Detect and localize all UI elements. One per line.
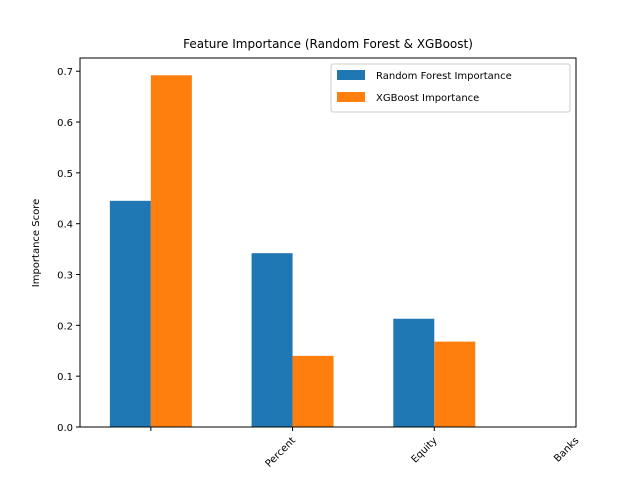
y-tick-label: 0.4 [57, 220, 73, 231]
bar-xgboost-1 [292, 355, 334, 427]
bar-random-forest-1 [251, 253, 293, 427]
plot-frame [79, 57, 577, 428]
legend: Random Forest Importance XGBoost Importan… [330, 63, 571, 113]
chart-title: Feature Importance (Random Forest & XGBo… [183, 37, 473, 51]
y-tick-label: 0.2 [57, 321, 73, 332]
bar-xgboost-2 [434, 341, 476, 427]
legend-label-1: XGBoost Importance [376, 93, 479, 104]
x-axis: Percent Equity Banks [150, 427, 581, 470]
bar-xgboost-0 [150, 75, 192, 427]
legend-frame [330, 63, 571, 113]
x-tick-label: Equity [410, 435, 440, 465]
y-tick-label: 0.1 [57, 372, 73, 383]
y-axis: 0.0 0.1 0.2 0.3 0.4 0.5 0.6 0.7 [57, 67, 80, 434]
y-axis-label: Importance Score [31, 199, 42, 288]
legend-swatch-1 [337, 92, 365, 102]
y-tick-label: 0.3 [57, 271, 73, 282]
bars-group [109, 75, 476, 427]
legend-label-0: Random Forest Importance [376, 71, 512, 82]
y-tick-label: 0.7 [57, 67, 73, 78]
y-tick-label: 0.5 [57, 169, 73, 180]
y-tick-label: 0.0 [57, 423, 73, 434]
legend-swatch-0 [337, 70, 365, 80]
bar-random-forest-0 [109, 200, 151, 427]
y-tick-label: 0.6 [57, 118, 73, 129]
x-tick-label: Banks [552, 435, 581, 464]
bar-random-forest-2 [393, 318, 435, 427]
x-tick-label: Percent [264, 435, 298, 469]
